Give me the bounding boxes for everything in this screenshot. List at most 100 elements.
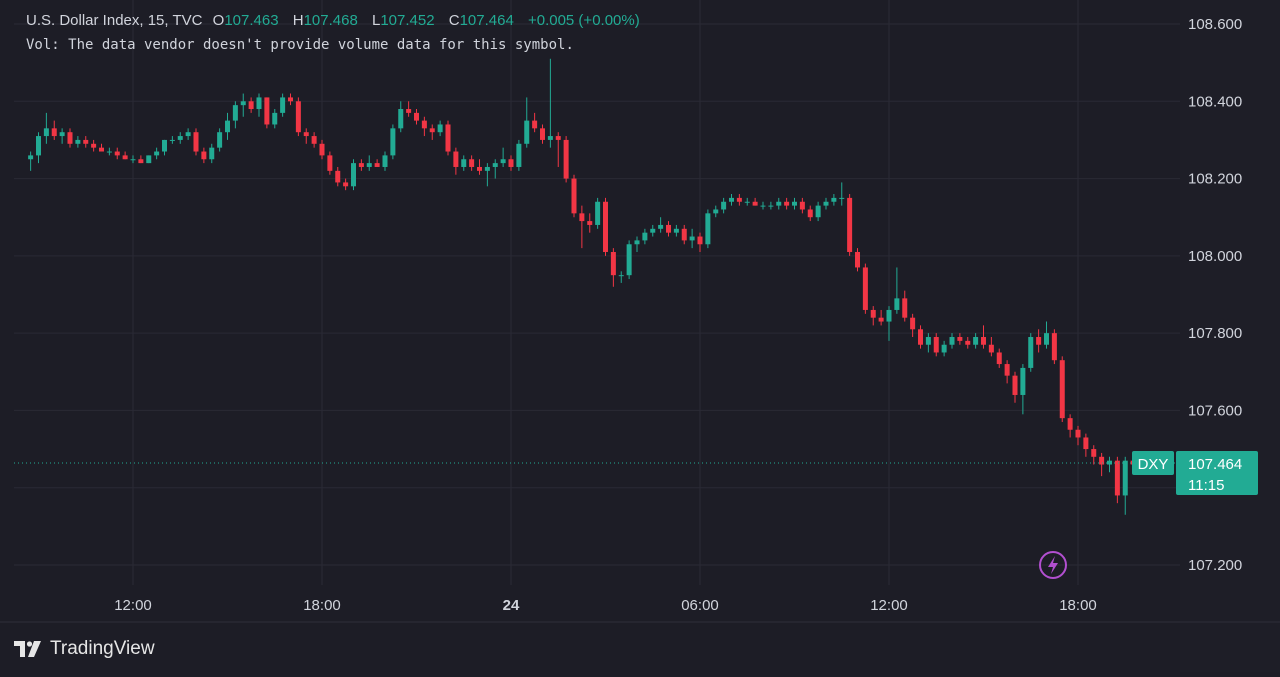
candle [382,151,388,171]
candle-body [398,109,404,129]
candle-body [264,97,270,125]
candle-body [130,159,136,161]
candle-body [862,267,868,310]
candle-body [99,147,104,152]
candle [138,155,144,164]
candle [154,147,160,160]
candle [524,97,530,148]
candle [839,182,845,206]
candle-body [981,337,986,345]
candle [689,228,695,249]
candle [1020,364,1026,415]
candle-body [154,151,160,156]
candle [996,348,1002,368]
candle [256,93,262,117]
candle-body [886,309,892,322]
candle-body [673,228,679,233]
tradingview-logo-icon [14,641,41,657]
price-tick-label: 108.000 [1188,248,1242,265]
candle [311,132,317,148]
candle-body [823,201,829,206]
candle [1044,321,1049,349]
candle-body [587,221,593,225]
candle [610,248,616,287]
candle-body [839,197,845,199]
candle [36,132,41,164]
candle-body [784,201,790,206]
lightning-icon[interactable] [1039,551,1067,579]
candle [272,109,278,129]
candle-body [75,139,81,144]
candle-body [1122,460,1128,496]
candle-body [540,128,545,140]
candle-body [1036,337,1042,345]
candle [1059,356,1065,423]
open-value: 107.463 [224,12,279,29]
candle [288,93,293,106]
candle-body [996,352,1002,365]
candle-body [760,205,766,207]
candle-body [319,143,325,156]
candle [91,139,97,152]
candle [492,159,498,179]
candle-body [209,147,215,160]
candle-body [1044,333,1049,345]
candle-body [603,201,608,252]
candle-body [1114,460,1120,496]
candle [146,155,152,164]
tradingview-brand[interactable]: TradingView [14,638,155,660]
candle-body [634,240,640,245]
symbol-label[interactable]: U.S. Dollar Index, 15, TVC [26,12,203,29]
candle-body [532,120,538,129]
candle [705,209,711,249]
candle [831,194,837,206]
candle [760,201,766,210]
candle-body [1004,364,1010,376]
candle-body [358,163,364,167]
candle [67,128,73,148]
candle-body [248,101,254,110]
candle-body [847,197,853,252]
time-tick-label: 06:00 [681,597,719,614]
candle-body [666,224,671,233]
candle [1099,452,1105,477]
candle [500,147,506,167]
candle [429,124,435,140]
candle [603,197,608,256]
candle-body [918,329,923,345]
candle-body [1099,456,1105,465]
candle [335,166,341,187]
last-price-value: 107.464 [1188,456,1242,473]
candle-body [327,155,333,171]
candle [540,124,545,144]
candle-body [461,159,467,167]
time-tick-label: 12:00 [870,597,908,614]
candle [225,112,230,140]
candle-body [807,209,813,218]
candle-body [815,205,821,218]
candle-body [390,128,396,156]
candle-body [351,163,356,187]
close-value: 107.464 [459,12,514,29]
candle-body [83,139,89,144]
candle-body [138,159,144,164]
candle [713,205,719,218]
candle-body [366,163,372,167]
candle [83,136,89,148]
candle-body [201,151,207,160]
candle [658,217,664,233]
candle [209,143,215,164]
candle-body [1083,437,1089,450]
time-tick-label: 18:00 [1059,597,1097,614]
candle [1114,456,1120,504]
candle-body [477,166,482,171]
candle [941,340,947,357]
low-key: L [371,12,381,29]
candle [555,132,561,167]
candle [169,136,175,144]
price-tick-label: 107.200 [1188,557,1242,574]
candle [1083,433,1089,457]
price-tick-label: 107.600 [1188,402,1242,419]
